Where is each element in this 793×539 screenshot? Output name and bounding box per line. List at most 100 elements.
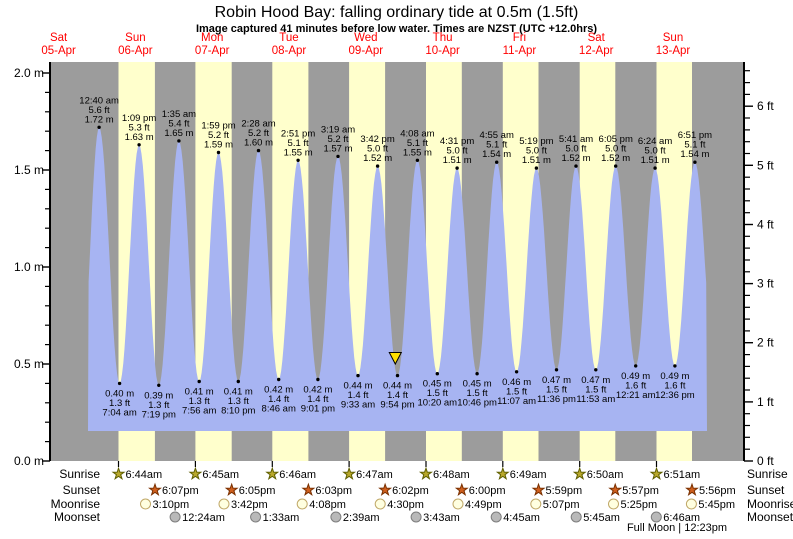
moonrise-icon (140, 498, 151, 510)
high-tide-label: 1:35 am (162, 109, 196, 120)
sunset-icon (224, 482, 239, 496)
low-tide-label: 1.5 ft (546, 384, 567, 395)
moonrise-icon (296, 498, 308, 510)
day-date-label: 05-Apr (41, 45, 76, 57)
high-tide-label: 5.1 ft (684, 140, 705, 151)
high-tide-label: 4:08 am (400, 128, 434, 139)
left-axis-tick-label: 2.0 m (14, 66, 44, 80)
right-axis-tick-label: 2 ft (757, 336, 774, 350)
tide-extreme-dot (614, 164, 618, 168)
right-axis-tick-label: 3 ft (757, 277, 774, 291)
sunrise-time: 6:46am (279, 469, 316, 481)
low-tide-label: 1.5 ft (467, 388, 488, 399)
high-tide-label: 5.1 ft (486, 140, 507, 151)
high-tide-label: 5.4 ft (168, 118, 189, 129)
right-axis-tick-label: 1 ft (757, 395, 774, 409)
tide-extreme-dot (117, 381, 122, 386)
tide-extreme-dot (455, 166, 459, 170)
tide-extreme-dot (277, 377, 281, 382)
moonset-time: 12:24am (182, 512, 225, 524)
moonset-icon (330, 511, 342, 523)
moonset-time: 4:45am (503, 512, 540, 524)
day-name-label: Tue (279, 32, 298, 44)
day-date-label: 13-Apr (656, 45, 691, 57)
high-tide-label: 1.52 m (363, 153, 392, 164)
high-tide-label: 5.2 ft (248, 128, 269, 139)
high-tide-label: 5.0 ft (645, 146, 666, 157)
sunset-row-label-right: Sunset (747, 483, 785, 497)
tide-extreme-dot (435, 372, 439, 376)
low-tide-label: 0.39 m (144, 390, 173, 401)
low-tide-label: 8:46 am (262, 404, 296, 415)
low-tide-label: 7:19 pm (142, 409, 176, 420)
sunset-time: 5:57pm (622, 485, 659, 497)
sunrise-row-label-right: Sunrise (747, 467, 788, 481)
day-name-label: Mon (201, 32, 223, 44)
sunrise-icon (572, 466, 587, 480)
sunset-icon (301, 482, 316, 496)
day-name-label: Sun (125, 32, 145, 44)
low-tide-label: 12:36 pm (655, 390, 695, 401)
high-tide-label: 1.51 m (443, 155, 472, 166)
low-tide-label: 0.47 m (581, 375, 610, 386)
sunset-time: 6:00pm (469, 485, 506, 497)
high-tide-label: 5.0 ft (565, 144, 586, 155)
low-tide-label: 1.5 ft (427, 388, 448, 399)
day-date-label: 10-Apr (425, 45, 460, 57)
low-tide-label: 1.4 ft (387, 390, 408, 401)
right-axis-tick-label: 5 ft (757, 158, 774, 172)
moonset-icon (410, 511, 422, 523)
moonrise-row-label-left: Moonrise (50, 497, 100, 511)
moonset-icon (490, 511, 502, 523)
day-date-label: 12-Apr (579, 45, 614, 57)
low-tide-label: 1.4 ft (347, 390, 368, 401)
sunset-time: 6:07pm (162, 485, 199, 497)
high-tide-label: 1.65 m (164, 128, 193, 139)
moonset-icon (250, 511, 262, 523)
tide-curve (88, 127, 707, 432)
low-tide-label: 12:21 am (616, 390, 656, 401)
sunset-time: 6:05pm (239, 485, 276, 497)
day-date-label: 09-Apr (349, 45, 384, 57)
low-tide-label: 11:36 pm (537, 394, 576, 405)
low-tide-label: 8:10 pm (221, 406, 255, 417)
sunrise-icon (188, 466, 203, 480)
moonset-icon (169, 511, 181, 523)
low-tide-label: 0.41 m (224, 387, 253, 398)
sunset-icon (685, 482, 699, 496)
tide-extreme-dot (137, 143, 141, 147)
sunset-icon (454, 482, 469, 496)
moonrise-icon (608, 498, 619, 510)
tide-extreme-dot (97, 125, 101, 129)
moonset-time: 1:33am (263, 512, 300, 524)
high-tide-label: 3:19 am (321, 124, 355, 135)
sunset-row-label-left: Sunset (62, 483, 100, 497)
low-tide-label: 11:07 am (497, 396, 536, 407)
day-name-label: Thu (433, 32, 453, 44)
low-tide-label: 0.45 m (423, 379, 452, 390)
moonrise-icon (685, 498, 697, 510)
left-axis-tick-label: 0.5 m (14, 357, 44, 371)
low-tide-label: 1.5 ft (506, 386, 527, 397)
high-tide-label: 1.57 m (323, 143, 352, 154)
low-tide-label: 0.47 m (542, 375, 571, 386)
high-tide-label: 1:59 pm (201, 121, 235, 132)
tide-extreme-dot (336, 154, 340, 159)
tide-extreme-dot (634, 364, 638, 368)
tide-extreme-dot (594, 368, 598, 372)
high-tide-label: 5:41 am (559, 134, 593, 145)
tide-extreme-dot (296, 158, 300, 162)
moonrise-time: 4:08pm (309, 499, 346, 511)
current-tide-marker (388, 352, 403, 366)
low-tide-label: 11:53 am (576, 394, 615, 405)
low-tide-label: 1.3 ft (148, 400, 169, 411)
sunset-icon (378, 482, 393, 496)
moonset-icon (650, 511, 662, 523)
high-tide-label: 1:09 pm (122, 113, 156, 124)
right-axis-tick-label: 6 ft (757, 99, 774, 113)
left-axis-tick-label: 1.0 m (14, 260, 44, 274)
tide-extreme-dot (534, 166, 539, 170)
low-tide-label: 10:46 pm (457, 398, 497, 409)
